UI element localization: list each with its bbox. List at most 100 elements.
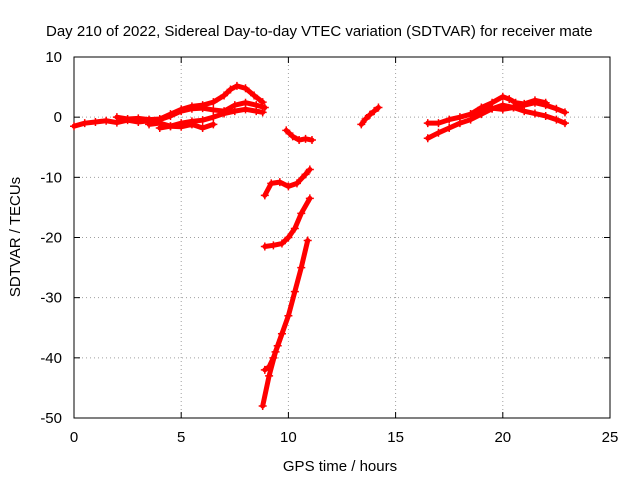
data-point (198, 116, 207, 125)
series-arc-9h-low2 (260, 329, 286, 374)
y-tick-label: -30 (40, 290, 62, 307)
data-point (177, 122, 186, 131)
data-point (232, 81, 241, 90)
data-point (445, 123, 454, 132)
data-point (541, 98, 550, 107)
data-point (511, 98, 520, 107)
data-point (282, 126, 291, 135)
data-point (155, 119, 164, 128)
data-point (552, 115, 561, 124)
data-point (498, 92, 507, 101)
series-arc-9h-high (260, 165, 314, 200)
data-point (361, 114, 370, 123)
data-point (505, 95, 514, 104)
data-point (530, 96, 539, 105)
series-arc-early-low2 (145, 119, 218, 132)
data-point (209, 105, 218, 114)
data-point (374, 103, 383, 112)
data-point (269, 353, 278, 362)
data-point (370, 107, 379, 116)
y-tick-label: 10 (45, 49, 62, 66)
data-point (305, 194, 314, 203)
data-point (209, 113, 218, 122)
data-point (277, 329, 286, 338)
data-point (177, 105, 186, 114)
data-point (423, 119, 432, 128)
data-point (307, 136, 316, 145)
data-point (250, 91, 259, 100)
data-point (290, 224, 299, 233)
data-point (284, 311, 293, 320)
data-point (434, 128, 443, 137)
data-point (423, 134, 432, 143)
data-point (275, 178, 284, 187)
data-point (91, 117, 100, 126)
axis-ticks: 0 5 10 15 20 25 -50 -40 -30 -20 -10 0 10 (40, 49, 618, 446)
data-point (520, 99, 529, 108)
x-tick-label: 10 (280, 429, 297, 446)
data-point (198, 101, 207, 110)
x-axis-label: GPS time / hours (283, 458, 397, 475)
data-point (258, 98, 267, 107)
data-point (260, 242, 269, 251)
series-arc-14h (357, 103, 383, 129)
data-point (560, 119, 569, 128)
y-tick-label: -40 (40, 350, 62, 367)
data-point (292, 179, 301, 188)
data-point (260, 365, 269, 374)
data-point (273, 341, 282, 350)
data-point (260, 191, 269, 200)
data-point (477, 103, 486, 112)
data-point (70, 122, 78, 131)
data-point (434, 119, 443, 128)
data-point (301, 134, 310, 143)
data-point (303, 236, 312, 245)
data-point (290, 287, 299, 296)
data-point (357, 120, 366, 129)
data-point (455, 119, 464, 128)
data-point (277, 239, 286, 248)
data-point (265, 371, 274, 380)
series-arc-9h-mid (260, 194, 314, 251)
data-point (258, 108, 267, 117)
y-tick-label: -10 (40, 169, 62, 186)
data-point (552, 104, 561, 113)
data-point (260, 103, 269, 112)
data-point (187, 120, 196, 129)
data-point (209, 120, 218, 129)
data-point (284, 233, 293, 242)
series-arc-late-3 (466, 92, 550, 119)
series-arc-9h-low (258, 236, 312, 410)
data-point (252, 107, 261, 116)
series-band (262, 195, 313, 250)
data-point (187, 102, 196, 111)
data-point (301, 170, 310, 179)
series-band (114, 83, 266, 123)
x-tick-label: 20 (494, 429, 511, 446)
data-point (209, 98, 218, 107)
data-point (198, 123, 207, 132)
data-point (488, 98, 497, 107)
data-point (226, 85, 235, 94)
data-point (445, 115, 454, 124)
data-point (297, 263, 306, 272)
data-point (498, 101, 507, 110)
data-point (145, 120, 154, 129)
data-point (123, 114, 132, 123)
data-point (241, 105, 250, 114)
data-point (520, 107, 529, 116)
data-point (230, 107, 239, 116)
data-point (241, 84, 250, 93)
data-point (541, 111, 550, 120)
data-point (530, 109, 539, 118)
grid (74, 57, 610, 418)
data-point (258, 401, 267, 410)
data-point (509, 103, 518, 112)
data-point (466, 110, 475, 119)
x-tick-label: 0 (70, 429, 78, 446)
x-tick-label: 25 (602, 429, 619, 446)
data-point (365, 110, 374, 119)
data-point (288, 132, 297, 141)
data-point (134, 114, 143, 123)
data-point (102, 116, 111, 125)
